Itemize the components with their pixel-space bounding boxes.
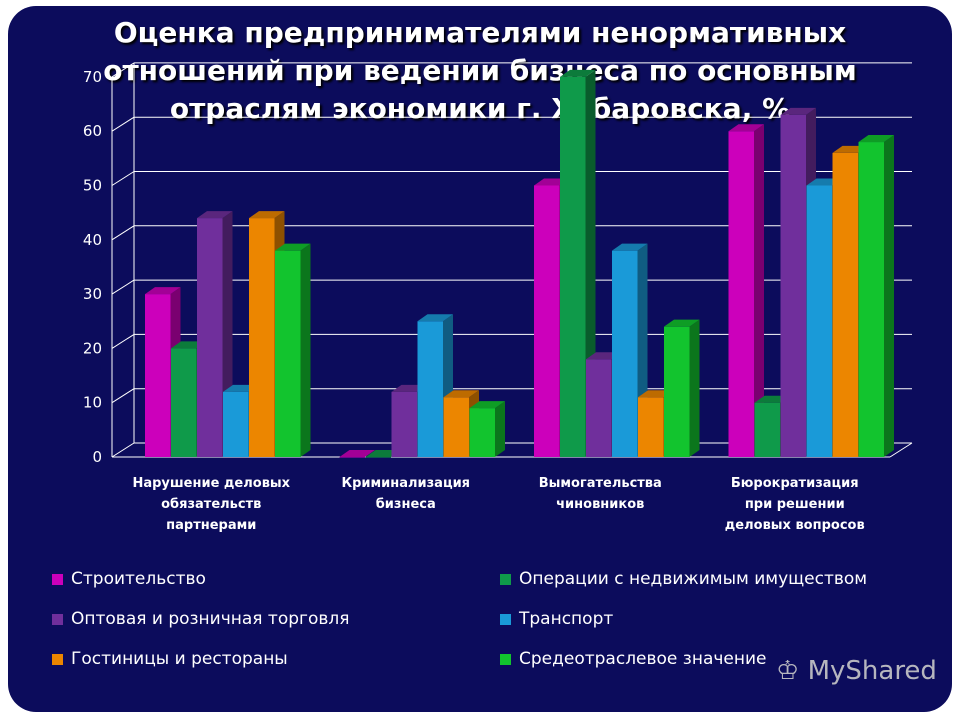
- category-label-line: Нарушение деловых: [132, 476, 290, 491]
- bar-front: [223, 391, 249, 457]
- bar-top: [612, 243, 648, 251]
- y-tick-label: 30: [83, 285, 102, 303]
- y-tick-label: 0: [92, 448, 102, 466]
- bar-side: [884, 135, 894, 457]
- chart-plot: 0 10 20 30 40 50 60 70 Нарушение деловых обязател…: [83, 62, 913, 533]
- bar-top: [858, 135, 894, 143]
- chart-title: Оценка предпринимателями ненормативных о…: [103, 16, 857, 125]
- y-tick-label: 60: [83, 122, 102, 140]
- bar-front: [560, 76, 586, 458]
- bar-front: [612, 250, 638, 457]
- bar-top: [560, 69, 596, 77]
- bar-top: [197, 211, 233, 219]
- bar-front: [275, 250, 301, 457]
- category-label-line: Вымогательства: [539, 476, 662, 491]
- bar-front: [832, 152, 858, 458]
- bar-top: [780, 107, 816, 115]
- category-label-line: бизнеса: [376, 497, 436, 512]
- bar-front: [586, 359, 612, 457]
- y-tick-label: 10: [83, 394, 102, 412]
- bar-front: [391, 391, 417, 457]
- watermark-text: MyShared: [807, 656, 937, 686]
- bar-front: [365, 457, 391, 458]
- category-label-line: чиновников: [556, 497, 644, 512]
- gridline-side: [111, 225, 135, 241]
- category-label: Нарушение деловых обязательств партнерами: [132, 476, 290, 533]
- watermark-logo: ♔ MyShared: [776, 656, 937, 686]
- bar-top: [443, 390, 479, 398]
- bar-front: [197, 218, 223, 457]
- bar-front: [664, 326, 690, 457]
- bar-top: [417, 314, 453, 322]
- x-axis-categories: Нарушение деловых обязательств партнерами К…: [132, 476, 864, 533]
- gridline-side: [111, 388, 135, 404]
- bar-front: [249, 218, 275, 457]
- category-label: Бюрократизация при решении деловых вопросо…: [725, 476, 865, 533]
- bar-front: [469, 408, 495, 457]
- bars: [145, 69, 894, 458]
- category-label: Вымогательства чиновников: [539, 476, 662, 512]
- category-label-line: обязательств: [161, 497, 261, 512]
- bar: [612, 243, 648, 457]
- category-label-line: партнерами: [166, 518, 256, 533]
- y-tick-label: 40: [83, 231, 102, 249]
- slide: Оценка предпринимателями ненормативных о…: [8, 6, 952, 712]
- gridline-side: [111, 62, 135, 78]
- y-tick-label: 50: [83, 177, 102, 195]
- bar-top: [145, 287, 181, 295]
- bar-front: [443, 397, 469, 457]
- gridline-side: [111, 116, 135, 132]
- y-axis-ticks: 0 10 20 30 40 50 60 70: [83, 68, 102, 466]
- bar-top: [275, 243, 311, 251]
- bar-top: [728, 124, 764, 132]
- bar-front: [417, 321, 443, 457]
- bar: [275, 243, 311, 457]
- category-label-line: Криминализация: [341, 476, 470, 491]
- watermark-icon: ♔: [776, 656, 808, 686]
- bar-front: [806, 185, 832, 457]
- category-label-line: Бюрократизация: [731, 476, 859, 491]
- bar-top: [339, 450, 375, 457]
- bar: [728, 124, 764, 457]
- bar-front: [858, 142, 884, 457]
- gridline-side: [111, 171, 135, 186]
- bar-side: [689, 319, 700, 457]
- category-label-line: при решении: [745, 497, 845, 512]
- bar-front: [638, 397, 664, 457]
- category-label: Криминализация бизнеса: [341, 476, 470, 512]
- bar-side: [300, 243, 311, 457]
- bar-front: [534, 185, 560, 457]
- bar: [664, 319, 700, 457]
- bar-top: [664, 319, 700, 327]
- bar: [339, 450, 375, 458]
- gridline-side: [111, 333, 135, 349]
- bar-top: [469, 401, 505, 409]
- floor-right-edge: [889, 442, 913, 458]
- bar-front: [339, 457, 365, 458]
- bar-side: [754, 124, 764, 457]
- gridline-side: [111, 279, 135, 295]
- y-tick-label: 70: [83, 68, 102, 86]
- bar-side: [495, 401, 505, 457]
- gridline-side: [111, 442, 135, 458]
- bar-front: [780, 114, 806, 457]
- bar-front: [171, 348, 197, 457]
- bar-top: [249, 211, 285, 219]
- bar-front: [145, 294, 171, 457]
- bar-front: [728, 131, 754, 457]
- bar: [858, 135, 894, 457]
- y-tick-label: 20: [83, 339, 102, 357]
- bar: [469, 401, 505, 457]
- category-label-line: деловых вопросов: [725, 518, 865, 533]
- bar-front: [754, 402, 780, 457]
